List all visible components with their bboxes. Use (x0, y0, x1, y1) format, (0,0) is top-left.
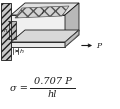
Polygon shape (11, 3, 79, 15)
Bar (11, 15, 65, 43)
Polygon shape (11, 21, 16, 39)
Bar (11, 42, 65, 47)
Polygon shape (11, 30, 79, 42)
Text: h: h (4, 27, 8, 32)
Text: l: l (41, 10, 43, 15)
Polygon shape (65, 30, 79, 47)
Bar (1, 3, 11, 60)
Polygon shape (65, 3, 79, 43)
Text: P: P (96, 42, 101, 49)
Polygon shape (15, 6, 69, 18)
Text: 0.707 P: 0.707 P (34, 77, 71, 86)
Text: hl: hl (48, 90, 57, 99)
Text: h: h (20, 49, 24, 54)
Text: σ =: σ = (10, 83, 28, 93)
